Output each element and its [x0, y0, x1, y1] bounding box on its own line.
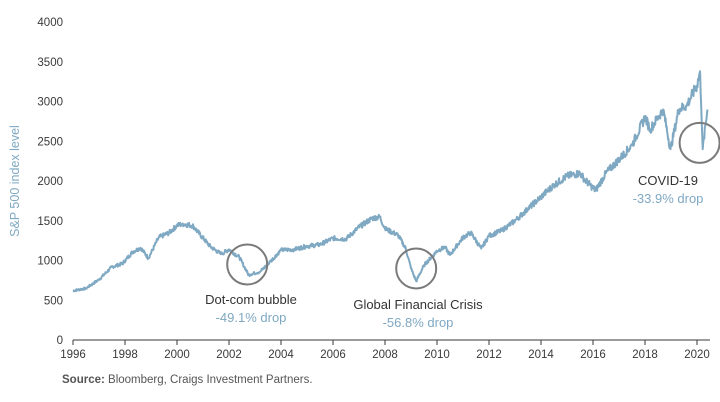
x-axis: 1996 1998 2000 2002 2004 2006 2008 2010 2012 2014…	[60, 339, 710, 361]
x-tick-label: 2014	[528, 349, 554, 361]
covid-title: COVID-19	[638, 173, 698, 188]
gfc-drop: -56.8% drop	[383, 315, 454, 330]
y-tick-label: 0	[57, 335, 63, 347]
x-tick-label: 2010	[424, 349, 450, 361]
x-tick-label: 1996	[60, 349, 86, 361]
x-tick-label: 2008	[372, 349, 398, 361]
covid-drop: -33.9% drop	[633, 191, 704, 206]
x-tick-label: 2002	[216, 349, 242, 361]
dotcom-title: Dot-com bubble	[205, 292, 297, 307]
x-tick-label: 2018	[632, 349, 658, 361]
gfc-circle	[395, 247, 438, 290]
source-label: Source:	[62, 374, 105, 386]
y-tick-label: 2500	[37, 136, 63, 148]
x-tick-label: 2012	[476, 349, 502, 361]
x-tick-label: 2006	[320, 349, 346, 361]
gfc-title: Global Financial Crisis	[353, 297, 483, 312]
sp500-line	[72, 70, 709, 293]
y-axis-label: S&P 500 index level	[8, 125, 22, 237]
y-tick-label: 1500	[37, 216, 63, 228]
x-tick-label: 2000	[164, 349, 190, 361]
dotcom-drop: -49.1% drop	[216, 310, 287, 325]
x-tick-label: 2016	[580, 349, 606, 361]
annotations-layer: Dot-com bubble -49.1% drop Global Financia…	[205, 121, 720, 330]
series-layer	[72, 70, 709, 293]
y-tick-label: 1000	[37, 256, 63, 268]
source-text: Bloomberg, Craigs Investment Partners.	[108, 374, 313, 386]
y-tick-label: 4000	[37, 17, 63, 29]
dotcom-circle	[226, 243, 269, 286]
y-tick-label: 3500	[37, 57, 63, 69]
y-axis: 0 500 1000 1500 2000 2500 3000 3500 4000	[37, 17, 63, 347]
x-tick-label: 2020	[684, 349, 710, 361]
x-tick-label: 2004	[268, 349, 294, 361]
y-tick-label: 2000	[37, 176, 63, 188]
covid-circle	[678, 121, 720, 164]
source-note: Source: Bloomberg, Craigs Investment Par…	[62, 374, 313, 386]
x-tick-label: 1998	[112, 349, 138, 361]
y-tick-label: 500	[44, 295, 63, 307]
y-tick-label: 3000	[37, 97, 63, 109]
